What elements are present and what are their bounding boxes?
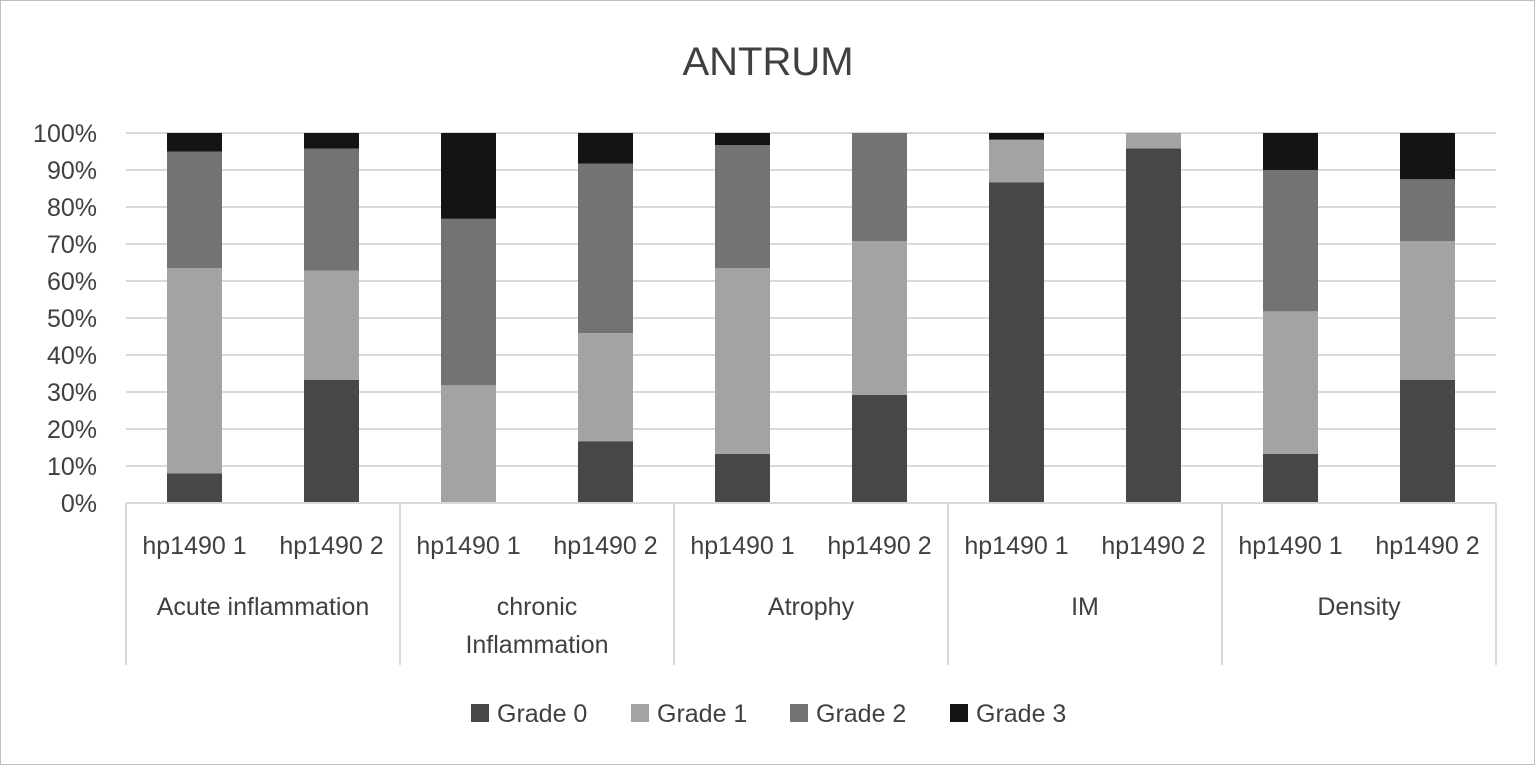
y-tick-label: 50%: [47, 305, 97, 333]
bar-segment: [304, 270, 359, 380]
legend: Grade 0 Grade 1 Grade 2 Grade 3: [471, 700, 1066, 728]
bar-segment: [441, 133, 496, 219]
bar-segment: [441, 218, 496, 386]
bar-segment: [1263, 170, 1318, 312]
bar-segment: [167, 473, 222, 503]
group-label: Acute inflammation: [157, 593, 370, 621]
bar-segment: [715, 453, 770, 503]
category-label: hp1490 2: [1375, 532, 1479, 560]
y-tick-label: 30%: [47, 379, 97, 407]
group-label: Atrophy: [768, 593, 855, 621]
bar-segment: [167, 268, 222, 474]
bar-segment: [1126, 133, 1181, 149]
y-tick-label: 40%: [47, 342, 97, 370]
bar-segment: [304, 379, 359, 503]
y-tick-label: 100%: [33, 120, 97, 148]
bars: [167, 133, 1455, 504]
bar-segment: [852, 133, 907, 242]
legend-swatch: [790, 704, 808, 722]
legend-swatch: [950, 704, 968, 722]
bar-segment: [1400, 133, 1455, 180]
category-label: hp1490 2: [553, 532, 657, 560]
bar-segment: [715, 133, 770, 146]
bar-segment: [989, 139, 1044, 183]
category-label: hp1490 1: [690, 532, 794, 560]
y-tick-label: 90%: [47, 157, 97, 185]
bar-segment: [578, 133, 633, 164]
bar-segment: [1400, 379, 1455, 503]
bar-segment: [578, 333, 633, 442]
y-tick-label: 20%: [47, 416, 97, 444]
bar-segment: [578, 441, 633, 503]
legend-swatch: [631, 704, 649, 722]
x-axis: hp1490 1 hp1490 2 hp1490 1 hp1490 2 hp1490 1…: [125, 502, 1497, 665]
category-label: hp1490 1: [416, 532, 520, 560]
bar-segment: [989, 133, 1044, 140]
category-label: hp1490 2: [827, 532, 931, 560]
category-label: hp1490 2: [1101, 532, 1205, 560]
legend-swatch: [471, 704, 489, 722]
legend-label: Grade 0: [497, 700, 587, 728]
bar-segment: [1126, 148, 1181, 504]
group-label: chronic: [497, 593, 578, 621]
bar-segment: [441, 385, 496, 503]
y-tick-label: 70%: [47, 231, 97, 259]
y-tick-label: 10%: [47, 453, 97, 481]
category-label: hp1490 1: [142, 532, 246, 560]
bar-segment: [852, 394, 907, 503]
category-label: hp1490 1: [1238, 532, 1342, 560]
bar-segment: [1400, 241, 1455, 380]
bar-segment: [578, 163, 633, 334]
category-label: hp1490 2: [279, 532, 383, 560]
y-tick-label: 80%: [47, 194, 97, 222]
legend-label: Grade 2: [816, 700, 906, 728]
bar-segment: [989, 182, 1044, 503]
bar-segment: [304, 133, 359, 149]
group-label: Density: [1317, 593, 1401, 621]
y-tick-label: 0%: [61, 490, 97, 518]
legend-label: Grade 3: [976, 700, 1066, 728]
bar-segment: [1263, 311, 1318, 454]
bar-segment: [715, 145, 770, 269]
legend-label: Grade 1: [657, 700, 747, 728]
bar-segment: [167, 133, 222, 152]
bar-segment: [852, 241, 907, 395]
y-tick-label: 60%: [47, 268, 97, 296]
bar-segment: [304, 148, 359, 271]
bar-segment: [167, 151, 222, 269]
chart-title: ANTRUM: [682, 40, 853, 84]
bar-segment: [715, 268, 770, 454]
category-label: hp1490 1: [964, 532, 1068, 560]
y-axis-ticks: 0% 10% 20% 30% 40% 50% 60% 70% 80% 90% 100%: [33, 120, 97, 518]
group-label: Inflammation: [465, 631, 608, 659]
bar-segment: [1263, 453, 1318, 503]
bar-segment: [1263, 133, 1318, 170]
bar-segment: [1400, 179, 1455, 242]
group-label: IM: [1071, 593, 1099, 621]
